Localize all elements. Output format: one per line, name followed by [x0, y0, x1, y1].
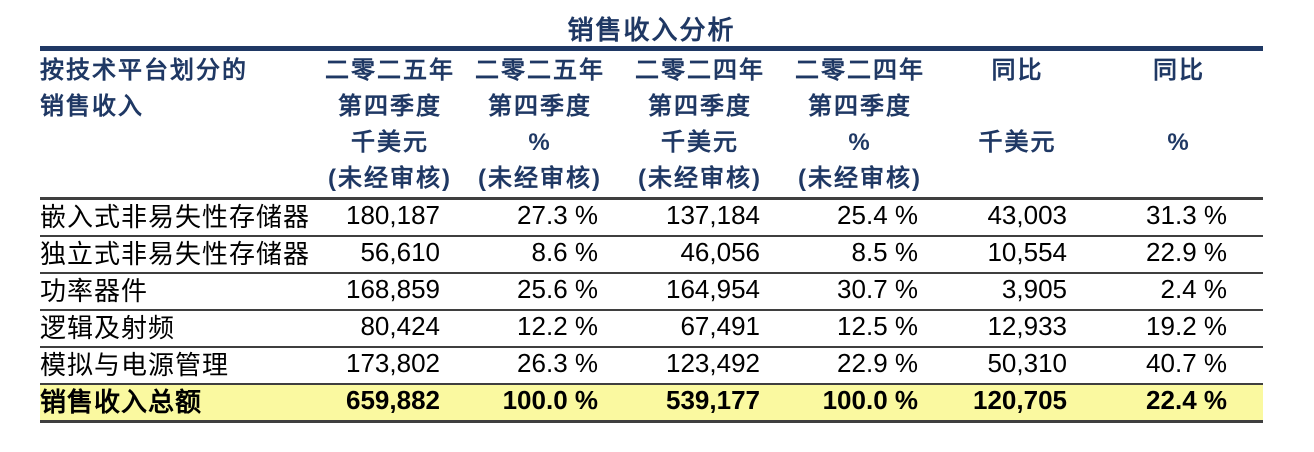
cell-yoy-pct: 19.2 % — [1146, 311, 1227, 341]
total-2024q4-pct: 100.0 % — [822, 385, 918, 415]
total-yoy-usd: 120,705 — [973, 385, 1067, 415]
cell-2025q4-pct: 26.3 % — [517, 348, 598, 378]
header-line: % — [528, 129, 552, 156]
header-line: (未经审核) — [328, 165, 452, 192]
total-2025q4-pct: 100.0 % — [502, 385, 598, 415]
cell-2025q4-pct: 27.3 % — [517, 200, 598, 230]
cell-yoy-pct: 40.7 % — [1146, 348, 1227, 378]
cell-yoy-pct: 22.9 % — [1146, 237, 1227, 267]
cell-2025q4-pct: 8.6 % — [531, 237, 599, 267]
header-line: 二零二四年 — [635, 57, 765, 84]
cell-2024q4-usd: 137,184 — [666, 200, 760, 230]
cell-yoy-pct: 2.4 % — [1160, 274, 1228, 304]
header-line: 第四季度 — [648, 93, 752, 120]
title-divider-rule — [40, 46, 1263, 51]
header-line — [1095, 89, 1263, 125]
column-header-2024q4-usd: 二零二四年 第四季度 千美元 (未经审核) — [620, 53, 780, 197]
column-header-2025q4-usd: 二零二五年 第四季度 千美元 (未经审核) — [320, 53, 460, 197]
cell-2024q4-usd: 46,056 — [680, 237, 760, 267]
row-label: 逻辑及射频 — [40, 313, 176, 343]
cell-2024q4-pct: 22.9 % — [837, 348, 918, 378]
cell-yoy-usd: 12,933 — [987, 311, 1067, 341]
cell-yoy-usd: 10,554 — [987, 237, 1067, 267]
cell-2025q4-usd: 180,187 — [346, 200, 440, 230]
header-line: % — [1167, 129, 1191, 156]
table-total-row: 销售收入总额 659,882 100.0 % 539,177 100.0 % 1… — [40, 385, 1263, 423]
cell-2025q4-pct: 12.2 % — [517, 311, 598, 341]
cell-2025q4-usd: 173,802 — [346, 348, 440, 378]
column-header-yoy-pct: 同比 % — [1095, 53, 1263, 197]
header-line: 同比 — [991, 57, 1044, 84]
column-header-yoy-usd: 同比 千美元 — [940, 53, 1095, 197]
total-2025q4-usd: 659,882 — [346, 385, 440, 415]
column-header-2025q4-pct: 二零二五年 第四季度 % (未经审核) — [460, 53, 620, 197]
cell-2024q4-pct: 25.4 % — [837, 200, 918, 230]
revenue-analysis-table: 销售收入分析 按技术平台划分的 销售收入 二零二五年 第四季度 千美元 (未经审… — [40, 0, 1263, 423]
total-yoy-pct: 22.4 % — [1146, 385, 1227, 415]
cell-2024q4-pct: 30.7 % — [837, 274, 918, 304]
header-line: 二零二五年 — [475, 57, 605, 84]
cell-yoy-usd: 50,310 — [987, 348, 1067, 378]
cell-2024q4-usd: 164,954 — [666, 274, 760, 304]
cell-2024q4-usd: 123,492 — [666, 348, 760, 378]
header-line: 销售收入 — [40, 93, 144, 120]
header-line: (未经审核) — [478, 165, 602, 192]
cell-2024q4-pct: 8.5 % — [851, 237, 919, 267]
row-label: 嵌入式非易失性存储器 — [40, 202, 311, 232]
total-2024q4-usd: 539,177 — [666, 385, 760, 415]
header-line: 二零二四年 — [795, 57, 925, 84]
cell-2025q4-pct: 25.6 % — [517, 274, 598, 304]
table-title: 销售收入分析 — [567, 15, 736, 45]
cell-yoy-usd: 3,905 — [1001, 274, 1067, 304]
cell-yoy-pct: 31.3 % — [1146, 200, 1227, 230]
cell-2024q4-usd: 67,491 — [680, 311, 760, 341]
table-row: 独立式非易失性存储器 56,610 8.6 % 46,056 8.5 % 10,… — [40, 237, 1263, 274]
header-line: 第四季度 — [488, 93, 592, 120]
table-row: 嵌入式非易失性存储器 180,187 27.3 % 137,184 25.4 %… — [40, 200, 1263, 237]
header-line: 千美元 — [661, 129, 739, 156]
header-line: (未经审核) — [798, 165, 922, 192]
cell-2025q4-usd: 168,859 — [346, 274, 440, 304]
cell-2024q4-pct: 12.5 % — [837, 311, 918, 341]
header-line — [940, 161, 1095, 197]
header-line: (未经审核) — [638, 165, 762, 192]
table-row: 功率器件 168,859 25.6 % 164,954 30.7 % 3,905… — [40, 274, 1263, 311]
header-line: 千美元 — [351, 129, 429, 156]
column-header-2024q4-pct: 二零二四年 第四季度 % (未经审核) — [780, 53, 940, 197]
row-label: 模拟与电源管理 — [40, 350, 230, 380]
header-line: 二零二五年 — [325, 57, 455, 84]
cell-yoy-usd: 43,003 — [987, 200, 1067, 230]
header-line: 按技术平台划分的 — [40, 57, 248, 84]
cell-2025q4-usd: 80,424 — [360, 311, 440, 341]
header-line: 第四季度 — [338, 93, 442, 120]
header-line — [940, 89, 1095, 125]
total-row-label: 销售收入总额 — [40, 387, 203, 417]
row-label: 独立式非易失性存储器 — [40, 239, 311, 269]
table-row: 逻辑及射频 80,424 12.2 % 67,491 12.5 % 12,933… — [40, 311, 1263, 348]
table-row: 模拟与电源管理 173,802 26.3 % 123,492 22.9 % 50… — [40, 348, 1263, 385]
header-line — [1095, 161, 1263, 197]
table-header: 按技术平台划分的 销售收入 二零二五年 第四季度 千美元 (未经审核) 二零二五… — [40, 51, 1263, 200]
cell-2025q4-usd: 56,610 — [360, 237, 440, 267]
row-label: 功率器件 — [40, 276, 149, 306]
header-line: % — [848, 129, 872, 156]
header-line: 千美元 — [978, 129, 1057, 156]
header-line: 同比 — [1153, 57, 1205, 84]
column-header-platform: 按技术平台划分的 销售收入 — [40, 53, 320, 197]
header-line: 第四季度 — [808, 93, 912, 120]
